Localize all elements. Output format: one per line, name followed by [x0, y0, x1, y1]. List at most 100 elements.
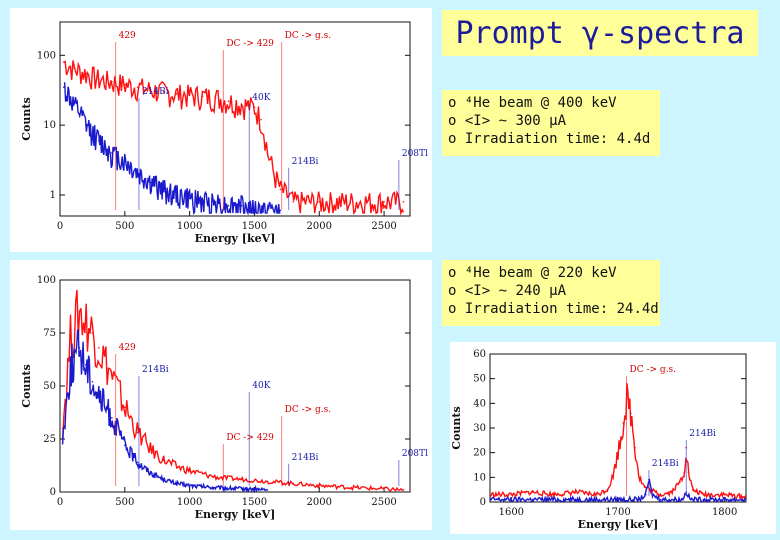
- data-point: [318, 200, 321, 203]
- note-box-2: o ⁴He beam @ 220 keV o <I> ~ 240 µA o Ir…: [442, 260, 660, 326]
- x-tick-label: 500: [115, 497, 134, 508]
- data-point: [273, 173, 275, 175]
- peak-annotation: 429: [119, 343, 136, 353]
- data-point: [292, 200, 295, 203]
- x-tick-label: 0: [57, 497, 63, 508]
- data-point: [136, 173, 139, 175]
- data-point: [531, 491, 534, 493]
- data-point: [98, 347, 100, 349]
- y-tick-label: 100: [37, 50, 56, 61]
- data-point: [643, 486, 646, 488]
- plot-frame: [489, 353, 747, 503]
- x-tick-label: 1500: [242, 221, 267, 232]
- series-line-background: [490, 477, 746, 502]
- series-beam: [63, 60, 405, 216]
- peak-annotation: DC -> g.s.: [630, 365, 677, 375]
- data-point: [260, 118, 262, 121]
- peak-annotation: 40K: [252, 381, 270, 391]
- data-point: [266, 209, 269, 212]
- note-1-line-1: o ⁴He beam @ 400 keV: [448, 95, 617, 111]
- x-tick-label: 1500: [242, 497, 267, 508]
- data-point: [85, 321, 87, 324]
- note-2-line-2: o <I> ~ 240 µA: [448, 283, 567, 299]
- data-point: [689, 498, 692, 501]
- data-point: [124, 83, 126, 86]
- data-point: [357, 486, 359, 489]
- data-point: [553, 493, 555, 496]
- data-point: [111, 374, 113, 377]
- y-tick-label: 10: [473, 472, 486, 483]
- y-tick-label: 20: [473, 448, 486, 459]
- data-point: [644, 493, 647, 496]
- data-point: [69, 368, 72, 370]
- x-tick-label: 500: [115, 221, 134, 232]
- data-point: [111, 417, 113, 419]
- data-point: [611, 476, 614, 479]
- plot-frame: [59, 279, 411, 493]
- chart-panel-1: 0 500 1000 1500 2000 2500 1 10 100 Energy [keV] Co…: [10, 8, 432, 252]
- data-point: [490, 493, 491, 496]
- data-point: [630, 412, 632, 414]
- data-point: [175, 93, 178, 95]
- note-box-1: o ⁴He beam @ 400 keV o <I> ~ 300 µA o Ir…: [442, 90, 660, 156]
- data-point: [124, 444, 126, 447]
- data-point: [111, 80, 113, 83]
- x-tick-label: 0: [57, 221, 63, 232]
- note-2-line-3: o Irradiation time: 24.4d: [448, 301, 659, 317]
- x-tick-label: 1700: [605, 507, 630, 518]
- peak-annotation: 214Bi: [142, 365, 169, 375]
- data-point: [266, 152, 269, 154]
- data-point: [85, 72, 87, 75]
- y-tick-label: 50: [43, 381, 56, 392]
- data-point: [292, 482, 295, 485]
- series-line-beam: [490, 383, 746, 501]
- x-tick-label: 2000: [307, 221, 332, 232]
- data-point: [111, 152, 113, 154]
- y-tick-label: 60: [473, 349, 486, 360]
- data-point: [702, 498, 705, 501]
- y-axis-title: Counts: [20, 364, 33, 407]
- data-point: [175, 482, 178, 485]
- y-tick-label: 50: [473, 374, 486, 385]
- data-point: [91, 380, 94, 383]
- data-point: [201, 200, 204, 203]
- data-point: [253, 106, 256, 109]
- data-point: [124, 406, 126, 408]
- series-beam: [490, 383, 746, 501]
- x-tick-label: 1000: [177, 221, 202, 232]
- data-point: [659, 498, 662, 501]
- x-tick-label: 2000: [307, 497, 332, 508]
- data-point: [188, 94, 191, 96]
- data-point: [201, 95, 204, 97]
- data-point: [279, 188, 282, 191]
- chart-panel-3: 1600 1700 1800 0 10 20 30 40 50 60 Energy [keV] Cou…: [450, 342, 776, 534]
- y-tick-label: 75: [43, 328, 56, 339]
- peak-annotation: 208Tl: [402, 149, 428, 159]
- data-point: [510, 493, 513, 496]
- peak-annotation: 214Bi: [142, 87, 169, 97]
- data-point: [649, 488, 651, 491]
- data-point: [651, 493, 653, 496]
- peak-annotation: 429: [119, 31, 136, 41]
- data-point: [240, 488, 243, 490]
- data-point: [638, 476, 641, 479]
- peak-annotation: DC -> g.s.: [285, 405, 332, 415]
- spectrum-chart-2: 0 500 1000 1500 2000 2500 0 25 50 75 100 Energy [ke…: [20, 275, 428, 521]
- data-point: [266, 489, 269, 491]
- peak-annotation: 214Bi: [689, 429, 716, 439]
- data-point: [654, 491, 657, 493]
- data-point: [383, 200, 385, 203]
- data-point: [240, 103, 243, 105]
- x-tick-label: 2500: [371, 497, 396, 508]
- peak-annotation: 40K: [252, 93, 270, 103]
- data-point: [723, 493, 726, 496]
- data-point: [162, 478, 165, 481]
- y-tick-label: 40: [473, 398, 486, 409]
- x-tick-label: 1000: [177, 497, 202, 508]
- data-point: [745, 496, 746, 498]
- data-point: [85, 124, 87, 126]
- data-point: [279, 209, 282, 212]
- y-tick-label: 0: [480, 497, 486, 508]
- data-point: [687, 471, 690, 474]
- data-point: [124, 160, 126, 163]
